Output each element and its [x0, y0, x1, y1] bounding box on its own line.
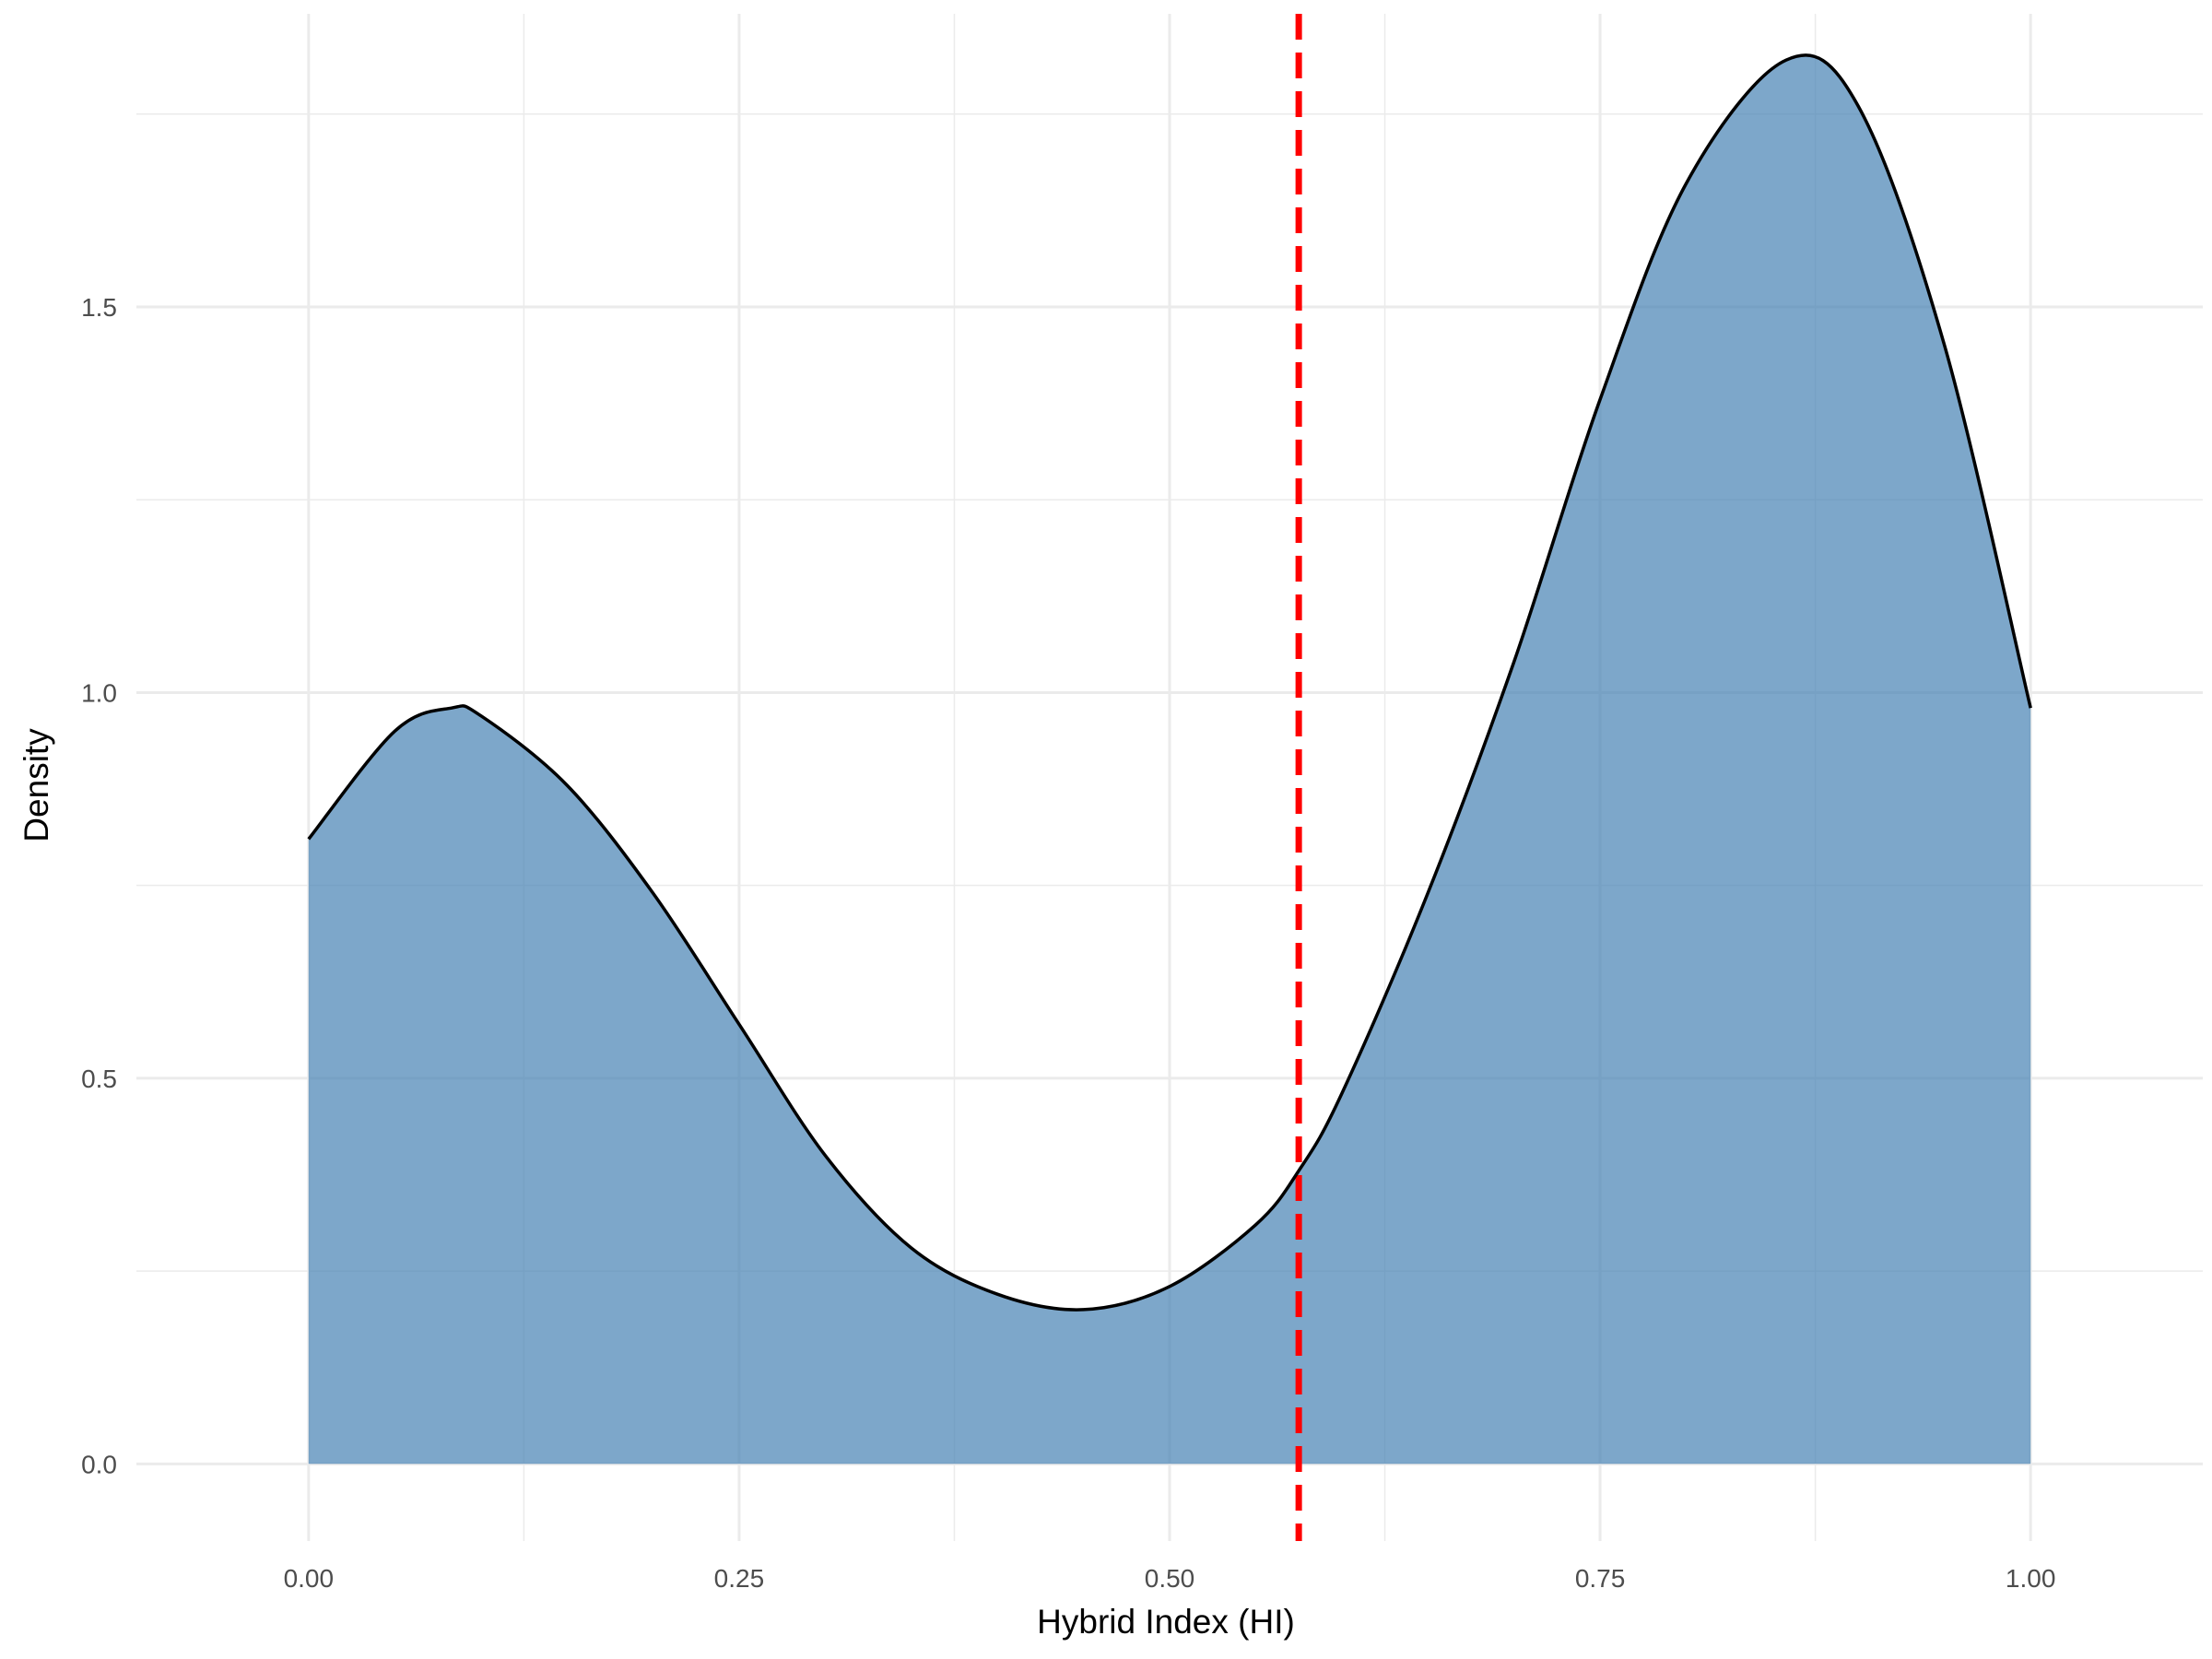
density-marks [307, 14, 2032, 1541]
x-tick-label: 1.00 [2006, 1564, 2056, 1593]
density-area [308, 54, 2031, 1465]
x-tick-label: 0.00 [284, 1564, 335, 1593]
y-tick-label: 0.0 [81, 1450, 117, 1478]
x-tick-label: 0.75 [1575, 1564, 1626, 1593]
y-axis-title: Density [18, 728, 55, 842]
y-tick-label: 0.5 [81, 1065, 117, 1093]
x-axis-title: Hybrid Index (HI) [1037, 1603, 1295, 1641]
x-tick-labels: 0.00 0.25 0.50 0.75 1.00 [284, 1564, 2056, 1593]
density-line [307, 53, 2032, 1312]
y-tick-labels: 0.0 0.5 1.0 1.5 [81, 293, 117, 1478]
y-tick-label: 1.0 [81, 678, 117, 707]
y-tick-label: 1.5 [81, 293, 117, 322]
x-tick-label: 0.25 [714, 1564, 765, 1593]
x-tick-label: 0.50 [1145, 1564, 1195, 1593]
